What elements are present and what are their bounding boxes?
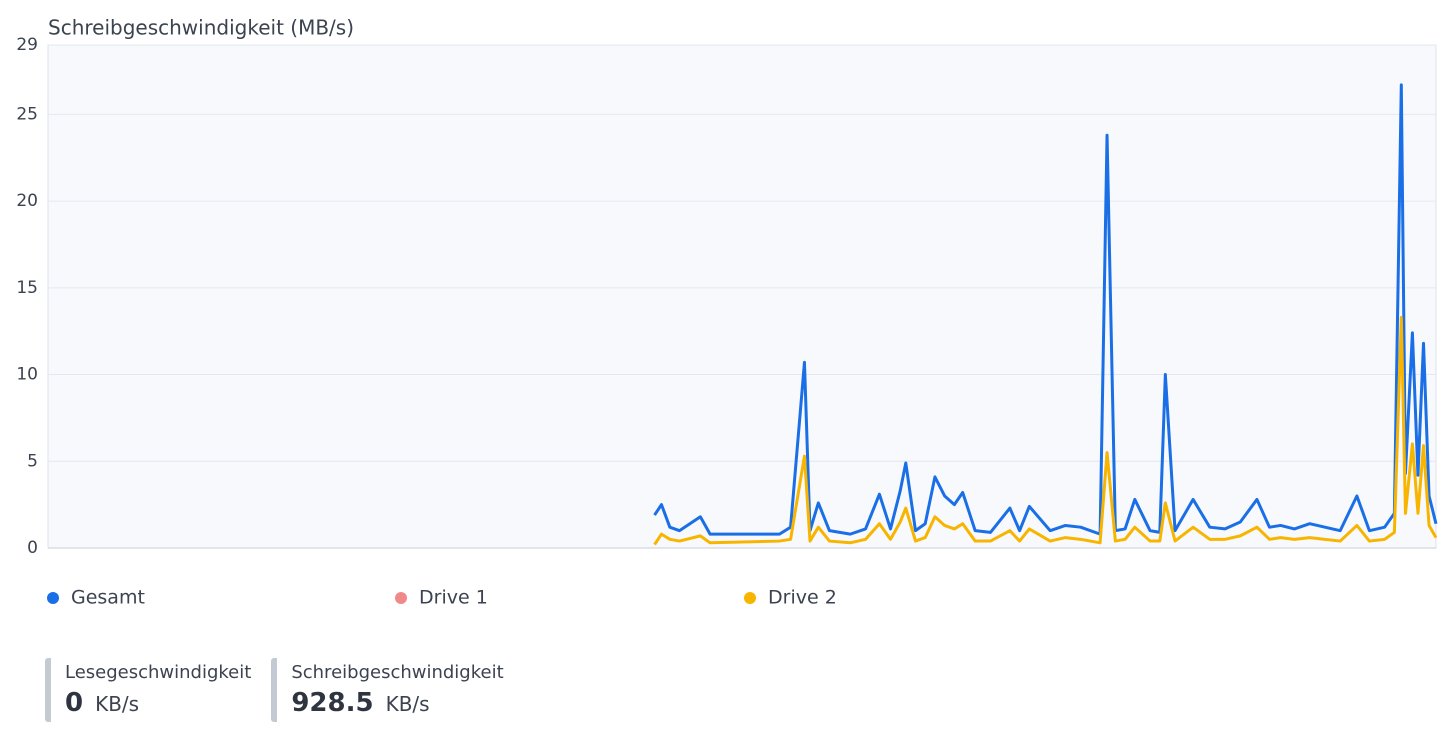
stat-label: Schreibgeschwindigkeit xyxy=(291,662,504,683)
stats: Lesegeschwindigkeit 0 KB/s Schreibgeschw… xyxy=(45,658,524,722)
y-tick-label: 25 xyxy=(16,104,38,124)
y-tick-label: 20 xyxy=(16,191,38,211)
stat: Lesegeschwindigkeit 0 KB/s xyxy=(45,658,265,722)
y-tick-label: 29 xyxy=(16,35,38,55)
legend-marker[interactable] xyxy=(395,592,407,604)
stat: Schreibgeschwindigkeit 928.5 KB/s xyxy=(271,658,517,722)
y-tick-label: 10 xyxy=(16,365,38,385)
stat-row: 928.5 KB/s xyxy=(291,688,503,718)
legend-label[interactable]: Drive 1 xyxy=(419,587,488,609)
stat-label: Lesegeschwindigkeit xyxy=(65,662,252,683)
y-tick-label: 5 xyxy=(27,451,38,471)
plot-area xyxy=(47,44,1437,549)
stat-unit: KB/s xyxy=(385,692,430,716)
series-line xyxy=(653,83,1438,536)
chart: Schreibgeschwindigkeit (MB/s) 0 5 10 15 20 25… xyxy=(16,16,1438,609)
stat-value: 928.5 xyxy=(291,688,374,718)
legend-marker[interactable] xyxy=(47,592,59,604)
stat-value: 0 xyxy=(65,688,84,718)
chart-title: Schreibgeschwindigkeit (MB/s) xyxy=(48,16,354,40)
legend-marker[interactable] xyxy=(744,592,756,604)
stat-row: 0 KB/s xyxy=(65,688,251,718)
y-tick-label: 0 xyxy=(27,538,38,558)
stat-unit: KB/s xyxy=(95,692,140,716)
y-tick-label: 15 xyxy=(16,278,38,298)
series-line xyxy=(653,315,1438,546)
legend-label[interactable]: Gesamt xyxy=(71,587,145,609)
legend-label[interactable]: Drive 2 xyxy=(768,587,837,609)
